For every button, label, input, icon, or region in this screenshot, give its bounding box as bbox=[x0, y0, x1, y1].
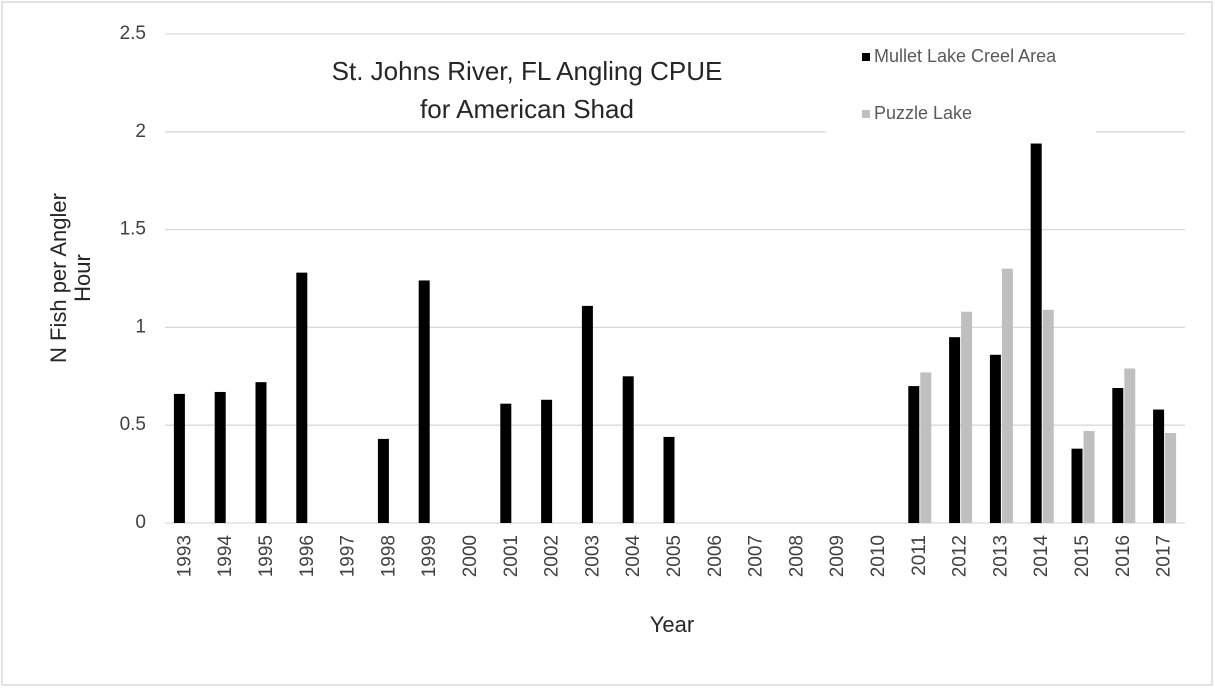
x-axis-label: Year bbox=[650, 612, 694, 637]
bar bbox=[663, 436, 675, 523]
x-tick-label: 2016 bbox=[1113, 535, 1134, 577]
bar bbox=[418, 280, 430, 523]
x-tick-label: 2015 bbox=[1072, 535, 1093, 577]
bar bbox=[622, 376, 634, 523]
x-tick-label: 1993 bbox=[174, 535, 195, 577]
bar bbox=[541, 399, 553, 523]
x-tick-label: 2002 bbox=[542, 535, 563, 577]
bar bbox=[908, 386, 920, 523]
chart-title: St. Johns River, FL Angling CPUE bbox=[332, 56, 723, 86]
legend-label: Puzzle Lake bbox=[874, 103, 972, 123]
bars bbox=[173, 143, 1177, 523]
x-tick-label: 2014 bbox=[1031, 535, 1052, 578]
bar bbox=[920, 372, 932, 523]
x-tick-label: 2012 bbox=[950, 535, 971, 577]
y-axis-label: N Fish per Angler Hour bbox=[46, 193, 95, 363]
y-tick-label: 0.5 bbox=[120, 414, 146, 435]
x-tick-label: 2001 bbox=[501, 535, 522, 577]
x-tick-label: 2000 bbox=[460, 535, 481, 577]
bar bbox=[296, 272, 308, 523]
x-tick-label: 2008 bbox=[786, 535, 807, 577]
bar bbox=[500, 403, 512, 523]
bar bbox=[1030, 143, 1042, 523]
y-tick-label: 0 bbox=[135, 512, 146, 533]
x-tick-label: 1997 bbox=[338, 535, 359, 577]
grid bbox=[165, 33, 1185, 524]
legend-box bbox=[826, 38, 1096, 136]
y-tick-label: 1.5 bbox=[120, 219, 146, 240]
x-tick-label: 2017 bbox=[1154, 535, 1175, 577]
x-tick-label: 2005 bbox=[664, 535, 685, 577]
x-tick-label: 2013 bbox=[990, 535, 1011, 577]
bar bbox=[255, 382, 267, 523]
bar bbox=[1124, 368, 1136, 523]
bar bbox=[1071, 448, 1083, 523]
y-axis-label-line: Hour bbox=[70, 254, 95, 302]
x-tick-label: 2009 bbox=[827, 535, 848, 577]
x-tick-label: 2010 bbox=[868, 535, 889, 577]
x-tick-label: 1999 bbox=[419, 535, 440, 577]
x-tick-label: 2003 bbox=[582, 535, 603, 577]
bar bbox=[1042, 309, 1054, 523]
legend-swatch bbox=[862, 53, 870, 61]
bar bbox=[989, 354, 1001, 523]
legend-swatch bbox=[862, 110, 870, 118]
x-tick-label: 1996 bbox=[297, 535, 318, 577]
bar bbox=[1165, 433, 1177, 523]
x-tick-label: 2007 bbox=[746, 535, 767, 577]
y-tick-label: 2 bbox=[135, 121, 146, 142]
chart-title: for American Shad bbox=[420, 94, 634, 124]
bar bbox=[1112, 388, 1124, 523]
bar bbox=[1083, 431, 1095, 523]
bar bbox=[1153, 409, 1165, 523]
x-tick-label: 1994 bbox=[215, 535, 236, 578]
x-tick-label: 2011 bbox=[909, 535, 930, 576]
bar bbox=[214, 391, 226, 523]
y-tick-label: 2.5 bbox=[120, 23, 146, 44]
bar bbox=[949, 337, 961, 523]
x-tick-label: 1995 bbox=[256, 535, 277, 577]
x-tick-label: 2004 bbox=[623, 535, 644, 578]
bar bbox=[377, 438, 389, 523]
bar bbox=[961, 311, 973, 523]
x-tick-label: 2006 bbox=[705, 535, 726, 577]
legend-label: Mullet Lake Creel Area bbox=[874, 46, 1057, 66]
y-axis-label-line: N Fish per Angler bbox=[46, 193, 71, 363]
bar bbox=[581, 305, 593, 523]
y-tick-label: 1 bbox=[135, 316, 146, 337]
x-tick-label: 1998 bbox=[378, 535, 399, 577]
bar bbox=[173, 393, 185, 523]
bar bbox=[1001, 268, 1013, 523]
